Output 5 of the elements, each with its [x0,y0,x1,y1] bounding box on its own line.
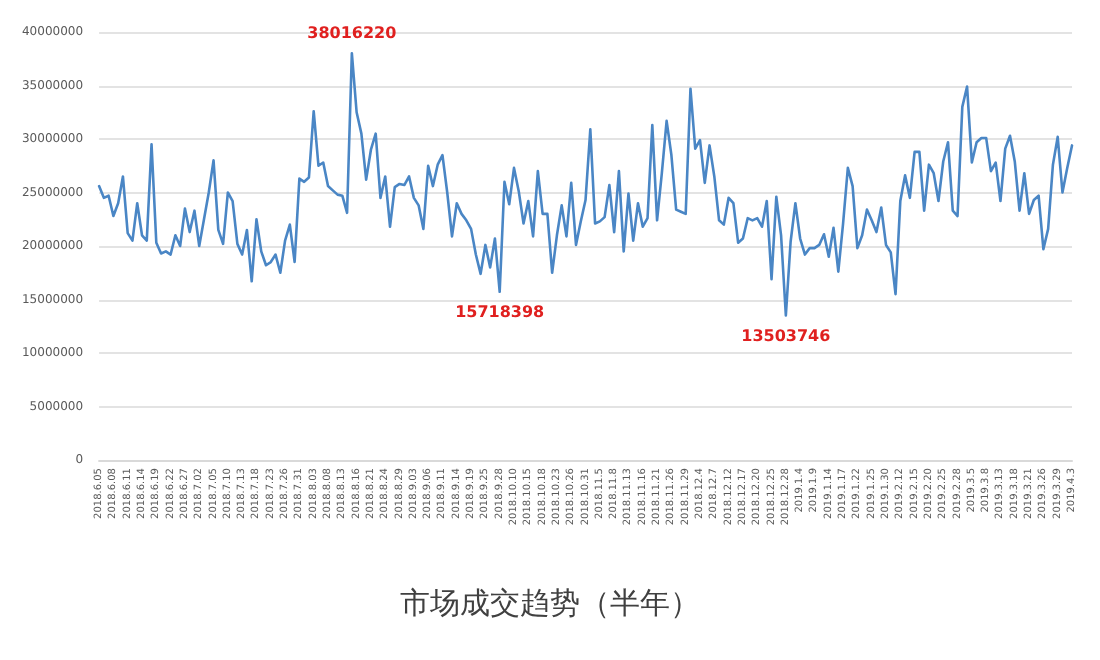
line-series [97,51,1074,317]
data-label: 38016220 [307,24,398,43]
data-label: 13503746 [741,326,832,345]
text: 市场成交趋势（半年） [400,585,700,621]
data-label: 15718398 [455,302,546,321]
